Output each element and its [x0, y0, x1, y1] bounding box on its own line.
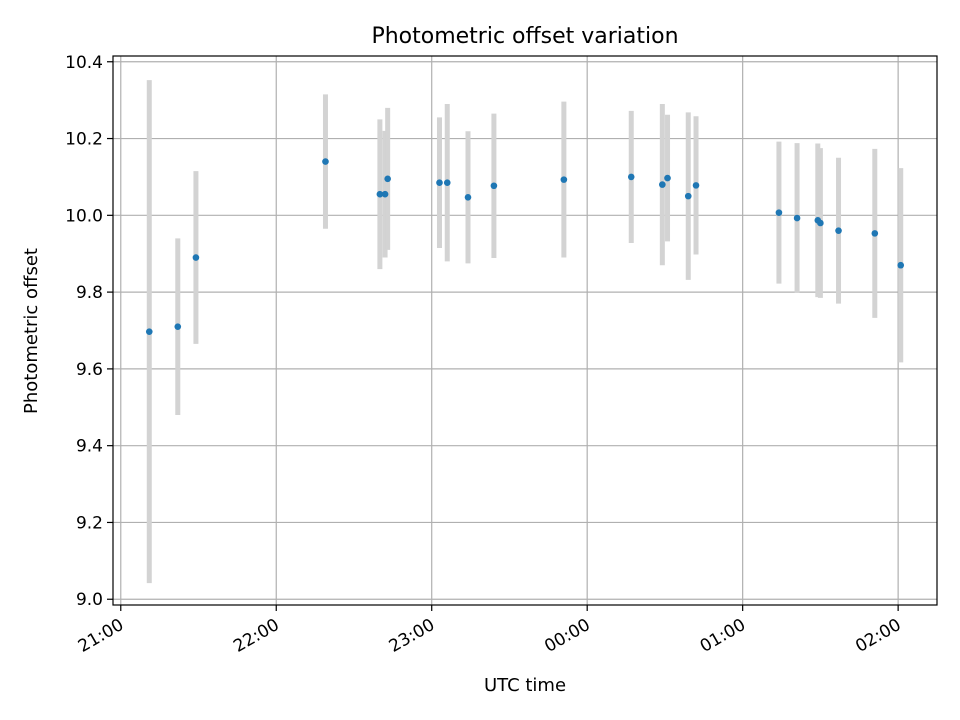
x-tick-label: 00:00: [541, 615, 593, 657]
data-point: [775, 209, 783, 216]
y-tick-label: 9.4: [76, 437, 103, 457]
data-point: [659, 181, 666, 188]
data-point: [322, 158, 329, 165]
data-point: [443, 179, 451, 186]
x-tick-label: 22:00: [230, 615, 282, 657]
grid-lines: [113, 56, 937, 605]
chart-title: Photometric offset variation: [371, 24, 678, 49]
data-point: [192, 254, 200, 261]
y-tick-label: 10.0: [65, 206, 103, 226]
data-point: [627, 173, 635, 181]
data-point: [436, 179, 443, 186]
y-tick-label: 9.6: [76, 360, 103, 380]
x-axis-ticks: 21:00 22:00 23:00 00:00 01:00 02:00: [75, 605, 905, 657]
x-tick-label: 23:00: [386, 615, 438, 657]
data-point: [684, 192, 692, 200]
data-point: [490, 182, 498, 190]
x-tick-label: 02:00: [852, 615, 904, 657]
x-axis-label: UTC time: [484, 675, 566, 696]
y-axis-ticks: 9.0 9.2 9.4 9.6 9.8 10.0 10.2 10.4: [65, 53, 113, 610]
data-point: [376, 190, 384, 198]
data-point: [174, 323, 182, 330]
data-point: [692, 182, 700, 189]
data-point: [381, 190, 389, 198]
data-point: [560, 176, 568, 183]
y-axis-label: Photometric offset: [21, 248, 42, 414]
x-tick-label: 01:00: [697, 615, 749, 657]
data-point: [384, 175, 391, 183]
data-point: [897, 261, 905, 269]
data-point: [793, 214, 801, 222]
error-bars: [146, 80, 904, 584]
y-tick-label: 10.2: [65, 130, 103, 150]
data-point: [817, 219, 824, 227]
data-point: [835, 227, 842, 234]
data-point: [664, 174, 671, 182]
data-points: [145, 158, 905, 335]
data-point: [871, 230, 879, 237]
y-tick-label: 9.2: [76, 513, 103, 533]
data-point: [145, 328, 153, 335]
data-point: [464, 193, 472, 201]
y-tick-label: 9.0: [76, 590, 103, 610]
plot-frame: [112, 55, 938, 606]
y-tick-label: 10.4: [65, 53, 103, 73]
y-tick-label: 9.8: [76, 283, 103, 303]
x-tick-label: 21:00: [75, 615, 127, 657]
